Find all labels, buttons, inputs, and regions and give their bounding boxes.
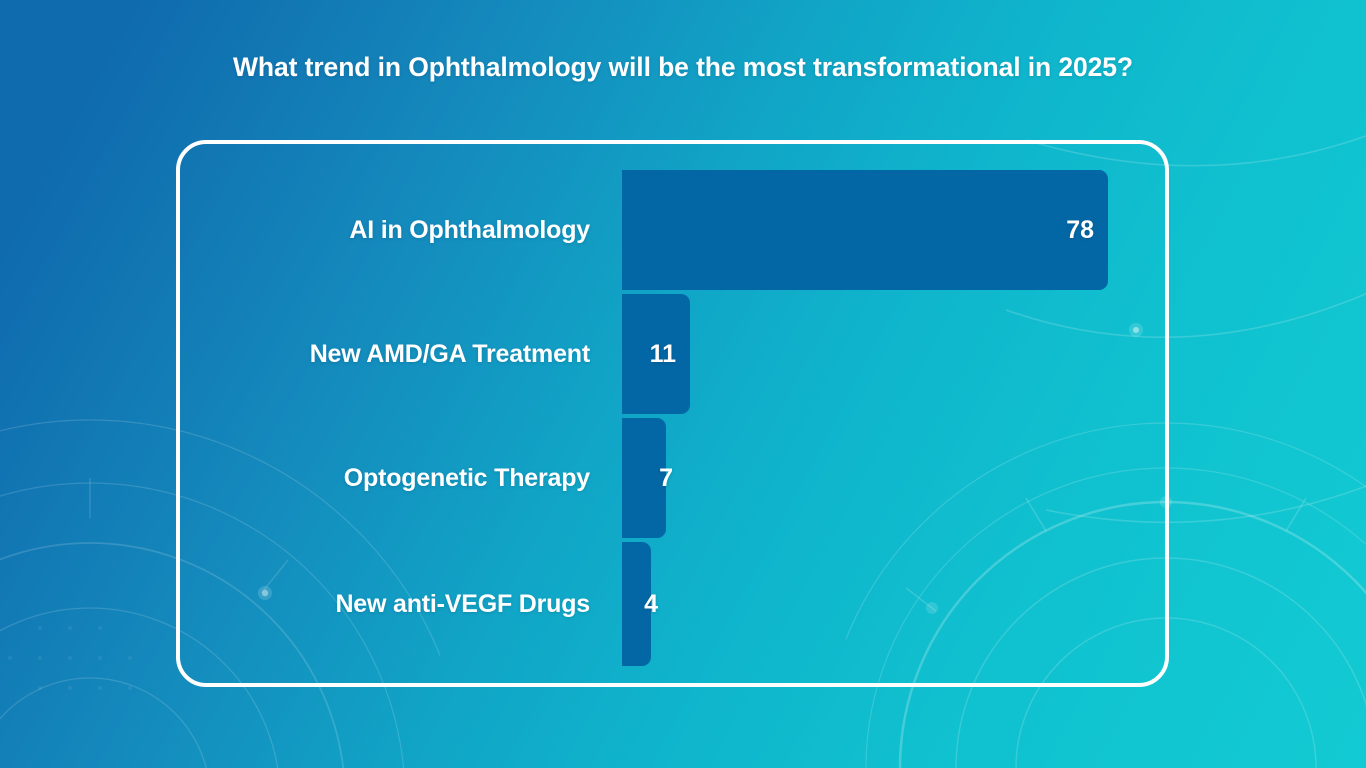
chart-row: New anti-VEGF Drugs 4 (176, 542, 1169, 666)
bar[interactable]: 78 (622, 170, 1108, 290)
bar-value-label: 7 (659, 463, 673, 492)
chart-row: New AMD/GA Treatment 11 (176, 294, 1169, 414)
category-label: Optogenetic Therapy (343, 463, 590, 492)
category-label: New anti-VEGF Drugs (335, 589, 590, 618)
chart-row: Optogenetic Therapy 7 (176, 418, 1169, 538)
bar-track: 7 (622, 418, 1169, 538)
category-label: AI in Ophthalmology (349, 215, 590, 244)
bar[interactable]: 4 (622, 542, 658, 666)
chart-row: AI in Ophthalmology 78 (176, 170, 1169, 290)
bar-track: 78 (622, 170, 1169, 290)
bar[interactable]: 7 (622, 418, 673, 538)
bar-value-label: 78 (1066, 215, 1094, 244)
page-title: What trend in Ophthalmology will be the … (233, 52, 1133, 82)
bar[interactable]: 11 (622, 294, 690, 414)
chart-frame (176, 140, 1169, 687)
category-label: New AMD/GA Treatment (309, 339, 591, 368)
bar-track: 4 (622, 542, 1169, 666)
bar-chart: AI in Ophthalmology 78 New AMD/GA Treatm… (176, 140, 1169, 687)
bar-value-label: 11 (649, 339, 676, 368)
bar-value-label: 4 (644, 589, 658, 618)
bar-track: 11 (622, 294, 1169, 414)
